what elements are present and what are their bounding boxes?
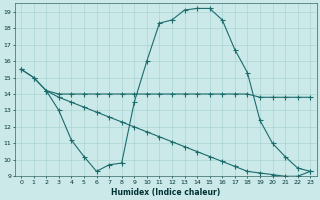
X-axis label: Humidex (Indice chaleur): Humidex (Indice chaleur) [111,188,220,197]
